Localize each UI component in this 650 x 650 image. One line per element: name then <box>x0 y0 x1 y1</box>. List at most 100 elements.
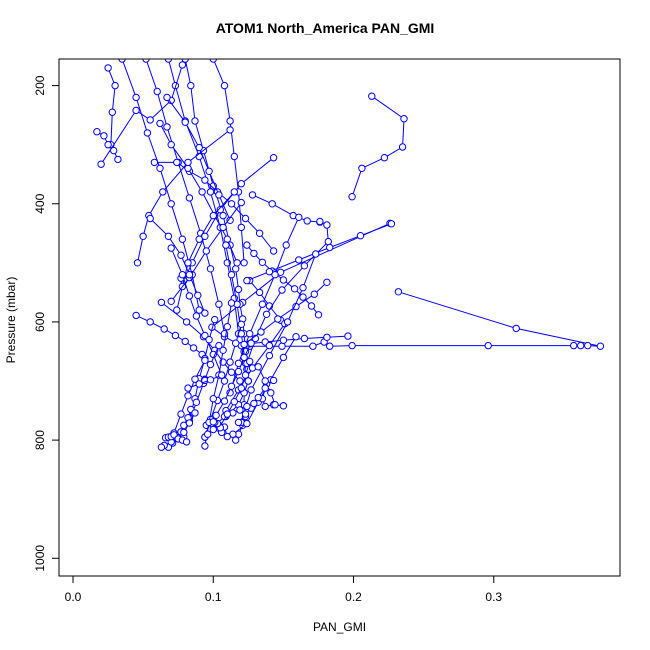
data-point <box>195 235 203 243</box>
data-point <box>278 342 286 350</box>
data-point <box>269 247 278 255</box>
data-point <box>283 318 292 326</box>
data-point <box>226 117 234 125</box>
series-52 <box>209 418 226 437</box>
data-point <box>310 290 318 298</box>
data-point <box>226 358 234 366</box>
data-point <box>247 386 255 394</box>
data-point <box>323 278 331 286</box>
data-point <box>265 341 274 350</box>
x-tick-label: 0.3 <box>485 590 502 604</box>
series-47 <box>184 371 226 392</box>
data-point <box>185 292 194 300</box>
plot-content <box>93 59 605 451</box>
data-point <box>261 377 269 385</box>
data-point <box>326 243 334 252</box>
series-line <box>240 253 317 423</box>
data-point <box>250 399 258 408</box>
data-point <box>185 419 194 427</box>
data-point <box>209 418 218 426</box>
data-point <box>219 346 227 354</box>
data-point <box>400 115 408 123</box>
data-point <box>584 341 592 350</box>
series-line <box>176 191 235 311</box>
data-point <box>262 310 271 318</box>
data-point <box>184 392 192 400</box>
data-point <box>226 126 234 134</box>
y-tick-label: 600 <box>33 312 47 332</box>
data-point <box>222 241 230 249</box>
data-point <box>219 211 227 220</box>
data-point <box>181 337 189 346</box>
data-point <box>156 164 164 173</box>
y-tick-label: 1000 <box>33 545 47 572</box>
data-point <box>178 271 187 279</box>
data-point <box>261 402 269 411</box>
data-point <box>236 406 244 414</box>
data-point <box>237 320 246 328</box>
data-point <box>216 206 225 214</box>
data-point <box>261 384 269 392</box>
data-point <box>220 81 229 90</box>
data-point <box>146 116 154 124</box>
y-tick-label: 400 <box>33 193 47 213</box>
series-22 <box>146 214 209 317</box>
data-point <box>258 258 267 266</box>
data-point <box>220 377 229 385</box>
data-point <box>268 200 276 208</box>
data-point <box>240 259 248 267</box>
data-point <box>398 143 407 151</box>
data-point <box>265 268 274 276</box>
data-point <box>111 81 119 90</box>
data-point <box>167 141 175 149</box>
series-line <box>167 59 239 334</box>
series-31 <box>243 220 396 285</box>
data-point <box>205 167 213 176</box>
data-point <box>223 432 232 441</box>
data-point <box>184 384 192 392</box>
data-point <box>201 309 209 317</box>
data-point <box>167 297 175 305</box>
data-point <box>240 353 248 362</box>
data-point <box>178 235 187 243</box>
data-point <box>230 188 239 196</box>
data-point <box>295 213 303 222</box>
data-point <box>194 291 202 299</box>
series-33 <box>237 250 320 427</box>
series-23 <box>132 311 206 359</box>
series-13 <box>156 119 241 267</box>
series-line <box>107 67 116 145</box>
data-point <box>271 271 279 279</box>
series-line <box>351 95 405 197</box>
data-point <box>236 377 244 385</box>
data-point <box>254 363 262 371</box>
data-point <box>227 382 236 390</box>
data-point <box>265 351 274 360</box>
data-point <box>182 438 191 446</box>
data-point <box>230 398 239 406</box>
data-point <box>195 143 203 152</box>
data-point <box>394 288 403 296</box>
data-point <box>312 250 320 258</box>
data-point <box>484 341 492 350</box>
x-tick-label: 0.0 <box>65 590 82 604</box>
data-point <box>241 410 250 418</box>
data-point <box>118 59 126 63</box>
data-point <box>209 395 218 403</box>
data-point <box>258 300 267 308</box>
data-point <box>230 152 239 161</box>
data-point <box>209 211 218 220</box>
series-line <box>145 59 225 334</box>
data-point <box>577 341 585 350</box>
data-point <box>257 328 265 336</box>
data-point <box>181 118 189 126</box>
data-point <box>205 336 213 344</box>
data-point <box>157 443 166 451</box>
data-point <box>227 299 236 307</box>
data-point <box>232 436 240 444</box>
series-line <box>137 129 231 263</box>
series-1 <box>348 92 408 201</box>
x-tick-label: 0.1 <box>205 590 222 604</box>
data-point <box>278 286 286 294</box>
data-point <box>201 176 209 184</box>
